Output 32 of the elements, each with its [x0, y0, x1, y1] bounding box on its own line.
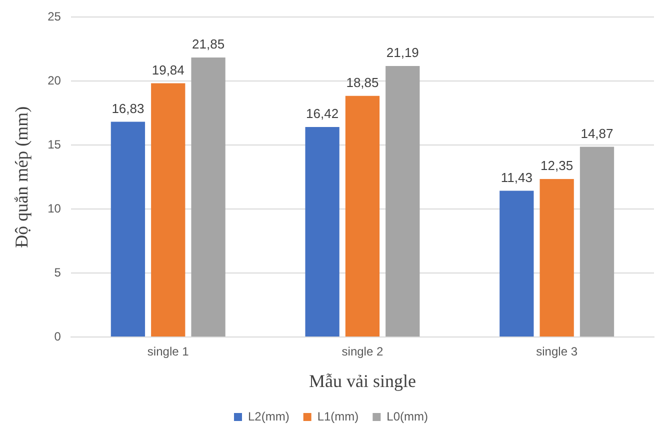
data-label: 18,85: [346, 74, 379, 90]
y-tick-label: 25: [48, 10, 62, 24]
bar: [580, 146, 614, 336]
legend-label: L0(mm): [386, 409, 428, 424]
bar: [386, 66, 420, 336]
data-label: 16,83: [112, 100, 144, 116]
bar: [305, 126, 340, 336]
y-tick-label: 20: [48, 73, 62, 88]
y-axis-title: Độ quắn mép (mm): [12, 106, 32, 248]
bar: [540, 179, 574, 336]
bar: [191, 57, 226, 336]
bar: [345, 96, 380, 336]
legend-label: L1(mm): [317, 409, 359, 424]
y-tick-label: 5: [54, 265, 62, 280]
data-label: 19,84: [152, 62, 184, 78]
bar: [151, 83, 186, 336]
x-tick-label: single 1: [147, 344, 190, 359]
y-tick-label: 10: [48, 201, 62, 216]
data-label: 12,35: [540, 158, 574, 174]
legend-label: L2(mm): [248, 409, 290, 424]
data-label: 21,85: [192, 36, 225, 52]
bar: [110, 122, 146, 336]
x-tick-label: single 3: [536, 344, 578, 359]
x-tick-label: single 2: [342, 344, 384, 359]
data-label: 14,87: [580, 126, 614, 141]
data-label: 11,43: [500, 170, 532, 185]
x-axis-title: Mẫu vải single: [308, 370, 416, 391]
data-label: 21,19: [386, 45, 419, 60]
y-tick-label: 0: [54, 329, 62, 344]
y-tick-label: 15: [48, 137, 62, 152]
bar: [500, 190, 534, 336]
data-label: 16,42: [306, 106, 339, 122]
